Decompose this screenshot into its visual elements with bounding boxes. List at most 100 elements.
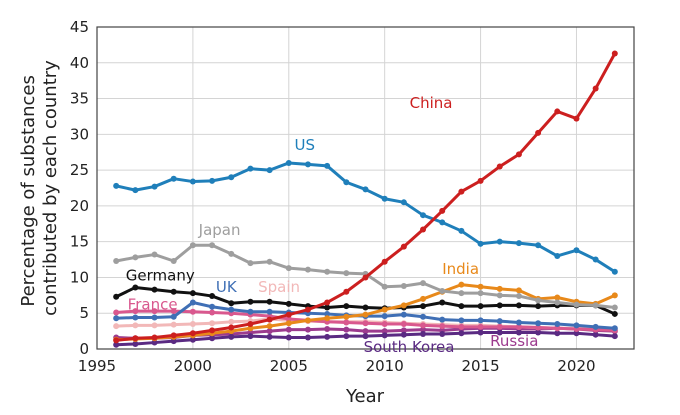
data-point-france <box>285 315 292 322</box>
data-point-china <box>304 306 311 313</box>
data-point-us <box>132 187 139 194</box>
data-point-japan <box>151 251 158 258</box>
data-point-france <box>170 308 177 315</box>
data-point-germany <box>189 290 196 297</box>
data-point-spain <box>228 318 235 325</box>
data-point-russia <box>324 325 331 332</box>
data-point-china <box>189 330 196 337</box>
data-point-south-korea <box>554 330 561 337</box>
data-point-china <box>324 299 331 306</box>
data-point-germany <box>132 284 139 291</box>
data-point-south-korea <box>304 334 311 341</box>
y-tick-label: 35 <box>70 90 89 108</box>
data-point-france <box>515 323 522 330</box>
data-point-india <box>343 313 350 320</box>
data-point-uk <box>611 325 618 332</box>
data-point-japan <box>515 293 522 300</box>
x-tick-label: 2005 <box>270 357 308 375</box>
data-point-south-korea <box>343 333 350 340</box>
x-tick-label: 2015 <box>461 357 499 375</box>
series-label-uk: UK <box>216 278 238 296</box>
data-point-uk <box>189 299 196 306</box>
data-point-china <box>611 50 618 57</box>
data-point-us <box>592 256 599 263</box>
data-point-us <box>439 219 446 226</box>
data-point-china <box>170 332 177 339</box>
data-point-russia <box>420 326 427 333</box>
data-point-germany <box>209 293 216 300</box>
data-point-us <box>573 247 580 254</box>
data-point-south-korea <box>247 333 254 340</box>
data-point-south-korea <box>515 329 522 336</box>
series-label-spain: Spain <box>258 278 300 296</box>
data-point-japan <box>247 260 254 267</box>
data-point-spain <box>209 320 216 327</box>
data-point-japan <box>170 257 177 264</box>
data-point-japan <box>304 266 311 273</box>
x-tick-label: 1995 <box>78 357 116 375</box>
data-point-spain <box>151 322 158 329</box>
data-point-us <box>554 252 561 259</box>
data-point-india <box>247 325 254 332</box>
data-point-us <box>113 182 120 189</box>
data-point-uk <box>515 319 522 326</box>
data-point-china <box>554 108 561 115</box>
data-point-us <box>381 195 388 202</box>
data-point-us <box>324 162 331 169</box>
data-point-china <box>535 129 542 136</box>
data-point-japan <box>458 290 465 297</box>
series-us <box>113 159 618 275</box>
data-point-south-korea <box>228 333 235 340</box>
data-point-south-korea <box>209 335 216 342</box>
data-point-uk <box>554 320 561 327</box>
data-point-south-korea <box>189 336 196 343</box>
data-point-india <box>381 306 388 313</box>
data-point-india <box>611 292 618 299</box>
data-point-france <box>151 308 158 315</box>
x-tick-label: 2010 <box>366 357 404 375</box>
data-point-japan <box>324 268 331 275</box>
series-label-us: US <box>295 136 316 154</box>
data-point-uk <box>113 315 120 322</box>
data-point-us <box>458 227 465 234</box>
data-point-south-korea <box>439 330 446 337</box>
data-point-us <box>400 199 407 206</box>
data-point-india <box>458 281 465 288</box>
data-point-china <box>592 85 599 92</box>
data-point-us <box>170 175 177 182</box>
data-point-uk <box>228 306 235 313</box>
data-point-germany <box>477 303 484 310</box>
data-point-china <box>515 151 522 158</box>
y-axis-title-line-2: contributed by each country <box>40 60 61 316</box>
data-point-uk <box>209 303 216 310</box>
data-point-france <box>439 323 446 330</box>
data-point-france <box>189 308 196 315</box>
data-point-china <box>132 335 139 342</box>
data-point-france <box>132 308 139 315</box>
data-point-russia <box>266 328 273 335</box>
data-point-south-korea <box>496 329 503 336</box>
data-point-france <box>113 309 120 316</box>
y-tick-label: 45 <box>70 18 89 36</box>
data-point-france <box>554 325 561 332</box>
data-point-china <box>477 177 484 184</box>
data-point-japan <box>573 301 580 308</box>
data-point-india <box>496 285 503 292</box>
data-point-us <box>151 183 158 190</box>
series-label-russia: Russia <box>490 332 538 350</box>
y-tick-label: 30 <box>70 125 89 143</box>
data-point-germany <box>266 298 273 305</box>
series-label-germany: Germany <box>126 266 195 284</box>
y-tick-label: 10 <box>70 268 89 286</box>
data-point-germany <box>362 304 369 311</box>
data-point-india <box>304 317 311 324</box>
data-point-india <box>477 283 484 290</box>
data-point-spain <box>189 320 196 327</box>
data-point-uk <box>324 310 331 317</box>
data-point-south-korea <box>113 341 120 348</box>
data-point-south-korea <box>573 330 580 337</box>
data-point-uk <box>439 316 446 323</box>
data-point-uk <box>535 320 542 327</box>
data-point-china <box>420 226 427 233</box>
